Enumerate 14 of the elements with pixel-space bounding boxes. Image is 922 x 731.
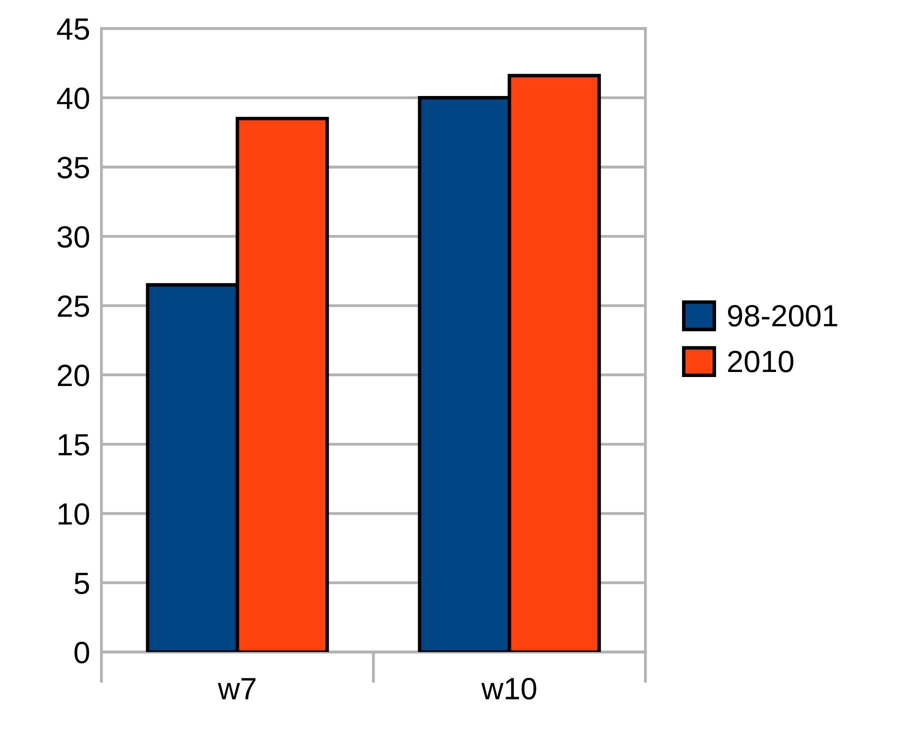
y-tick-label: 0: [74, 642, 90, 664]
y-tick-label: 20: [58, 364, 90, 386]
legend-label: 2010: [728, 350, 794, 372]
y-tick-label: 25: [58, 295, 90, 318]
y-tick-label: 45: [57, 18, 90, 40]
legend-label: 98-2001: [728, 304, 838, 327]
y-tick-label: 5: [74, 572, 90, 594]
x-tick-label: w10: [481, 678, 536, 700]
y-tick-label: 15: [58, 434, 90, 456]
y-tick-label: 30: [57, 226, 90, 248]
x-tick-label: w7: [218, 678, 256, 700]
y-tick-label: 35: [57, 156, 90, 178]
y-tick-label: 40: [57, 88, 90, 110]
y-tick-label: 10: [58, 503, 90, 525]
